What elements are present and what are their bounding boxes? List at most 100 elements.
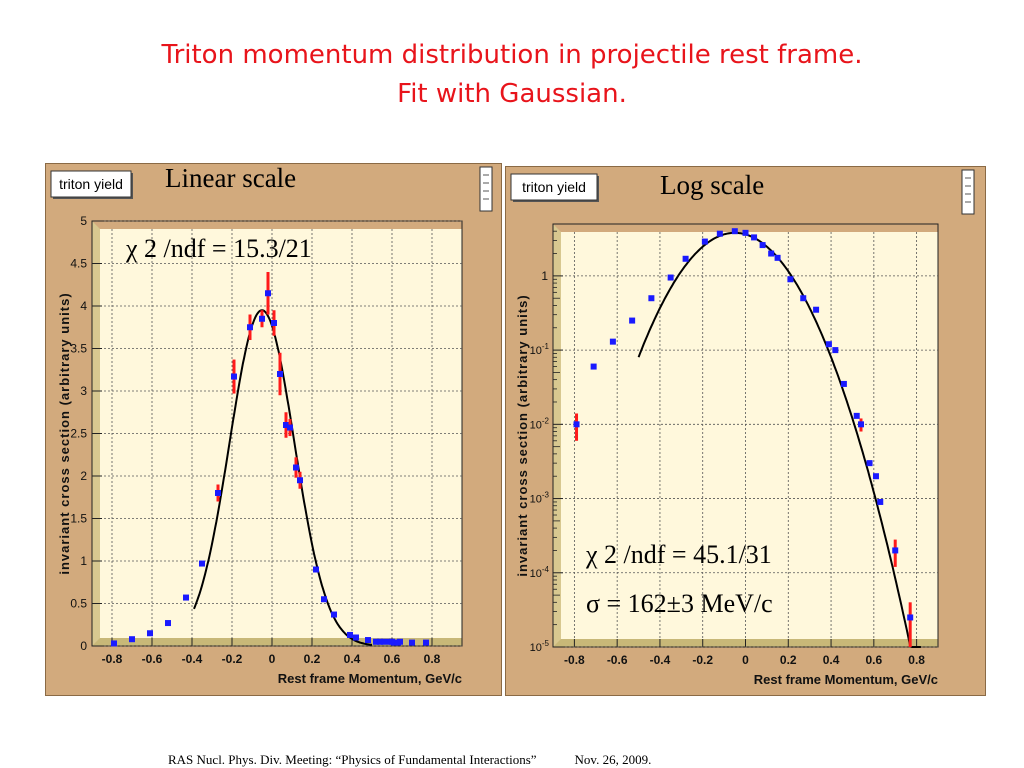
x-tick-label: 0 — [269, 652, 276, 666]
triton-yield-badge-label: triton yield — [522, 179, 586, 195]
data-point — [347, 631, 353, 638]
data-point — [800, 295, 807, 302]
sigma-annotation-log: σ = 162±3 MeV/c — [586, 589, 773, 618]
y-tick-label: 1.5 — [70, 512, 87, 526]
data-point — [840, 380, 847, 387]
data-point — [199, 560, 205, 567]
triton-yield-badge-label: triton yield — [59, 176, 123, 192]
data-point — [701, 238, 708, 245]
data-point — [609, 338, 616, 345]
y-tick-label: 1 — [80, 554, 87, 568]
data-point — [774, 254, 781, 261]
data-point — [409, 639, 415, 646]
data-point — [353, 634, 359, 641]
x-tick-label: 0.8 — [908, 653, 925, 667]
x-tick-label: 0.6 — [384, 652, 401, 666]
data-point — [832, 347, 839, 354]
y-tick-label: 0.5 — [70, 597, 87, 611]
log-scale-chart: triton yield -0.8 -0.6 -0.4 -0.2 0 0.2 0.4 0.6 0.… — [505, 166, 986, 696]
data-point — [590, 363, 597, 370]
linear-scale-panel: triton yield -0.8 -0.6 -0.4 -0.2 0 0.2 0.4 0.6 0.… — [45, 163, 502, 696]
data-point — [215, 490, 221, 496]
data-point — [381, 638, 387, 645]
slide-title-line2: Fit with Gaussian. — [397, 79, 627, 109]
x-tick-label: -0.6 — [142, 652, 163, 666]
x-tick-label: 0.6 — [865, 653, 882, 667]
data-point — [247, 324, 253, 331]
data-point — [866, 460, 873, 467]
data-point — [648, 295, 655, 302]
data-point — [165, 620, 171, 627]
data-point — [858, 421, 864, 428]
data-point — [907, 614, 914, 621]
data-point — [892, 547, 899, 554]
y-tick-label: 2.5 — [70, 427, 87, 441]
data-point — [759, 242, 766, 249]
linear-scale-chart: triton yield -0.8 -0.6 -0.4 -0.2 0 0.2 0.4 0.6 0.… — [45, 163, 502, 696]
data-point — [825, 341, 832, 348]
y-tick-label: 0 — [80, 639, 87, 653]
x-axis-label: Rest frame Momentum, GeV/c — [278, 671, 462, 686]
data-point — [667, 274, 674, 281]
y-tick-label: 3.5 — [70, 342, 87, 356]
linear-chart-title: Linear scale — [165, 163, 297, 193]
data-point — [313, 566, 319, 573]
slide-title-line1: Triton momentum distribution in projecti… — [161, 40, 863, 70]
x-axis-label: Rest frame Momentum, GeV/c — [754, 672, 938, 687]
data-point — [813, 306, 820, 313]
x-tick-label: -0.4 — [650, 653, 671, 667]
data-point — [293, 464, 299, 471]
data-point — [321, 596, 327, 603]
data-point — [768, 250, 775, 257]
data-point — [391, 639, 397, 646]
y-axis-label: invariant cross section (arbitrary units… — [57, 292, 72, 574]
data-point — [751, 234, 758, 241]
data-point — [377, 638, 383, 645]
scroll-widget — [961, 169, 975, 215]
data-point — [129, 636, 135, 643]
data-point — [331, 611, 337, 618]
x-tick-label: 0.8 — [424, 652, 441, 666]
triton-yield-badge — [510, 173, 598, 201]
data-point — [147, 630, 153, 637]
panel-border — [505, 166, 986, 696]
data-point — [716, 230, 723, 237]
data-point — [297, 477, 303, 484]
x-tick-label: -0.4 — [182, 652, 203, 666]
data-point — [183, 594, 189, 601]
x-tick-label: 0.4 — [344, 652, 361, 666]
data-point — [283, 422, 289, 428]
data-point — [682, 255, 689, 262]
data-point — [373, 638, 379, 645]
data-point — [111, 640, 117, 647]
x-tick-label: 0 — [742, 653, 749, 667]
panel-border — [45, 163, 502, 696]
x-tick-label: -0.8 — [102, 652, 123, 666]
y-tick-label: 2 — [80, 469, 87, 483]
data-point — [397, 638, 403, 645]
x-tick-label: -0.8 — [564, 653, 585, 667]
data-point — [629, 317, 636, 324]
data-point — [287, 424, 293, 431]
y-tick-label: 1 — [541, 269, 548, 283]
triton-yield-badge — [50, 170, 132, 198]
data-point — [265, 290, 271, 297]
y-tick-label: 4 — [80, 299, 87, 313]
plot-area — [561, 232, 938, 639]
data-point — [277, 371, 283, 377]
chi2-annotation-linear: χ 2 /ndf = 15.3/21 — [126, 234, 312, 263]
footer-date: Nov. 26, 2009. — [574, 752, 652, 767]
chi2-annotation-log: χ 2 /ndf = 45.1/31 — [586, 540, 772, 569]
y-tick-label: 5 — [80, 214, 87, 228]
plot-floor — [92, 638, 462, 646]
data-point — [423, 639, 429, 646]
data-point — [877, 498, 884, 505]
data-point — [853, 412, 860, 419]
data-point — [787, 276, 794, 283]
x-tick-label: -0.2 — [222, 652, 243, 666]
scroll-widget — [479, 166, 493, 212]
data-point — [742, 229, 749, 236]
data-point — [573, 421, 580, 428]
y-tick-label: 4.5 — [70, 257, 87, 271]
footer-meeting-text: RAS Nucl. Phys. Div. Meeting: “Physics o… — [168, 752, 537, 767]
